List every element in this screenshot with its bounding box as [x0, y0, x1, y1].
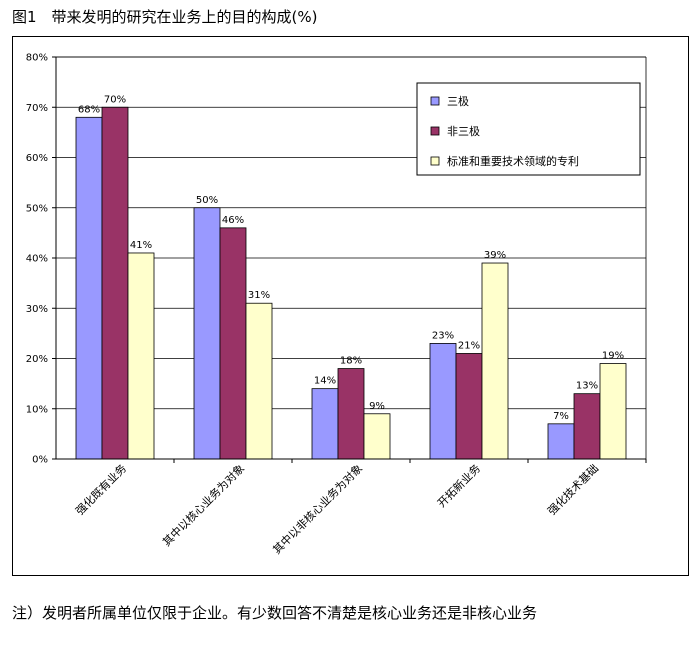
data-label: 9%: [369, 401, 385, 412]
bar: [573, 393, 601, 460]
y-tick-label: 10%: [26, 404, 48, 415]
data-label: 46%: [222, 215, 244, 226]
legend-box: [416, 82, 641, 176]
bar: [219, 227, 247, 460]
chart-frame: 0% 10% 20% 30% 40% 50% 60% 70% 80% 强化既有业务 其中以核心业务为…: [12, 36, 689, 576]
y-tick-label: 0%: [32, 455, 48, 466]
data-label: 68%: [78, 104, 100, 115]
bar: [311, 388, 339, 460]
data-label: 19%: [602, 351, 624, 362]
bar: [363, 413, 391, 460]
y-tick-label: 60%: [26, 153, 48, 164]
bar: [455, 353, 483, 460]
data-labels: 68% 70% 41% 50% 46% 31% 14% 18% 9% 23% 21% 39% 7% 13%…: [78, 94, 624, 422]
bar: [245, 302, 273, 460]
data-label: 18%: [340, 356, 362, 367]
legend-swatch: [430, 156, 440, 166]
bar: [481, 262, 509, 460]
y-tick-label: 70%: [26, 103, 48, 114]
figure-note: 注）发明者所属单位仅限于企业。有少数回答不清楚是核心业务还是非核心业务: [12, 604, 538, 622]
bar: [75, 116, 103, 460]
bar: [337, 368, 365, 460]
y-tick-label: 50%: [26, 203, 48, 214]
y-tick-label: 80%: [26, 53, 48, 64]
bar: [547, 423, 575, 460]
figure-title: 图1 带来发明的研究在业务上的目的构成(%): [12, 8, 318, 26]
legend-swatch: [430, 126, 440, 136]
x-category-label: 其中以核心业务为对象: [159, 461, 247, 549]
data-label: 13%: [576, 381, 598, 392]
data-label: 21%: [458, 340, 480, 351]
data-label: 39%: [484, 250, 506, 261]
x-category-label: 强化既有业务: [73, 461, 130, 518]
legend-label: 标准和重要技术领域的专利: [447, 154, 579, 168]
x-category-label: 开拓新业务: [434, 461, 483, 510]
y-tick-label: 40%: [26, 254, 48, 265]
x-category-label: 其中以非核心业务为对象: [270, 461, 365, 556]
bars: [75, 106, 627, 460]
y-tick-label: 30%: [26, 304, 48, 315]
legend-swatch: [430, 96, 440, 106]
bar: [101, 106, 129, 460]
legend-label: 非三极: [447, 124, 480, 138]
bar: [599, 363, 627, 460]
bar-chart: 0% 10% 20% 30% 40% 50% 60% 70% 80% 强化既有业务 其中以核心业务为…: [26, 53, 647, 557]
bar: [127, 252, 155, 460]
data-label: 23%: [432, 330, 454, 341]
legend-label: 三极: [447, 94, 469, 108]
data-label: 7%: [553, 411, 569, 422]
data-label: 50%: [196, 195, 218, 206]
bar: [193, 207, 221, 460]
y-tick-label: 20%: [26, 354, 48, 365]
x-category-label: 强化技术基础: [545, 461, 602, 518]
data-label: 70%: [104, 94, 126, 105]
data-label: 14%: [314, 376, 336, 387]
data-label: 31%: [248, 290, 270, 301]
bar: [429, 343, 457, 460]
data-label: 41%: [130, 240, 152, 251]
